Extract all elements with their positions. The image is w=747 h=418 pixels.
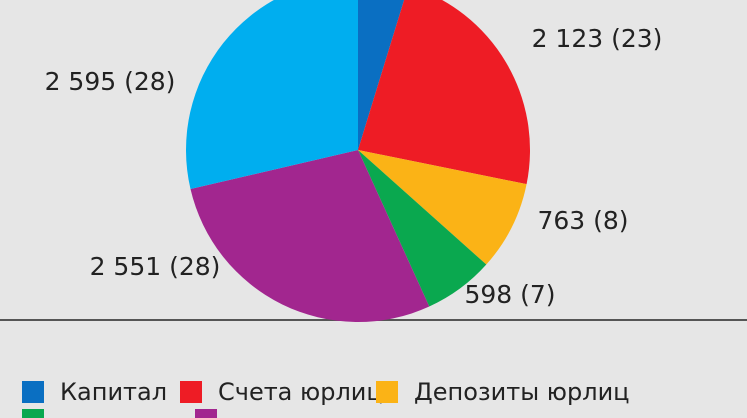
pie-slice bbox=[190, 150, 430, 322]
legend-label: Депозиты юрлиц bbox=[414, 378, 630, 406]
pie-slice bbox=[358, 150, 487, 307]
legend-label: Счета юрлиц bbox=[218, 378, 383, 406]
legend-marker bbox=[376, 381, 398, 403]
value-label: 763 (8) bbox=[537, 206, 628, 235]
legend-marker bbox=[22, 409, 44, 418]
pie-slice bbox=[358, 0, 405, 150]
legend-marker bbox=[195, 409, 217, 418]
value-label: 598 (7) bbox=[464, 280, 555, 309]
legend-marker bbox=[22, 381, 44, 403]
pie-slice bbox=[358, 0, 530, 185]
value-label: 2 123 (23) bbox=[532, 24, 663, 53]
legend-marker bbox=[180, 381, 202, 403]
legend-label: Капитал bbox=[60, 378, 167, 406]
pie-slice bbox=[358, 150, 527, 265]
value-label: 2 595 (28) bbox=[45, 67, 176, 96]
value-label: 2 551 (28) bbox=[90, 252, 221, 281]
pie-slice bbox=[186, 0, 358, 190]
